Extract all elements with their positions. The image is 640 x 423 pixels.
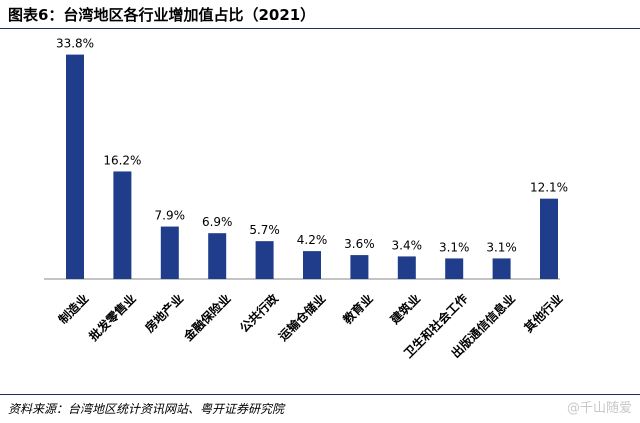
category-label-6: 教育业: [339, 291, 376, 328]
top-rule: [0, 28, 640, 29]
bar-4: [255, 241, 274, 279]
category-label-10: 其他行业: [521, 291, 566, 336]
bar-1: [113, 171, 132, 279]
data-label-5: 4.2%: [297, 233, 328, 247]
bar-8: [445, 258, 464, 279]
category-label-2: 房地产业: [142, 291, 187, 336]
bar-6: [350, 255, 369, 279]
data-label-2: 7.9%: [155, 209, 186, 223]
category-label-3: 金融保险业: [180, 291, 234, 345]
source-note: 资料来源：台湾地区统计资讯网站、粤开证券研究院: [8, 402, 285, 416]
category-label-5: 运输仓储业: [275, 291, 328, 344]
category-label-4: 公共行政: [236, 290, 281, 335]
data-label-10: 12.1%: [530, 181, 568, 195]
data-label-6: 3.6%: [344, 237, 375, 251]
data-label-4: 5.7%: [249, 223, 280, 237]
bar-0: [66, 54, 84, 279]
watermark: @千山随爱: [566, 401, 632, 416]
data-label-7: 3.4%: [392, 238, 423, 252]
data-label-3: 6.9%: [202, 215, 233, 229]
bar-2: [160, 226, 179, 279]
bar-5: [303, 251, 321, 279]
bottom-rule: [0, 394, 640, 395]
data-label-8: 3.1%: [439, 240, 470, 254]
data-label-0: 33.8%: [56, 37, 94, 51]
data-label-9: 3.1%: [486, 240, 517, 254]
bar-9: [492, 258, 511, 279]
data-label-1: 16.2%: [103, 153, 141, 167]
bar-10: [540, 198, 558, 279]
category-label-0: 制造业: [55, 291, 91, 327]
bar-3: [208, 233, 227, 279]
bar-7: [397, 256, 416, 279]
category-label-7: 建筑业: [386, 291, 423, 328]
chart-title: 图表6：台湾地区各行业增加值占比（2021）: [8, 6, 316, 24]
category-label-1: 批发零售业: [86, 291, 139, 344]
